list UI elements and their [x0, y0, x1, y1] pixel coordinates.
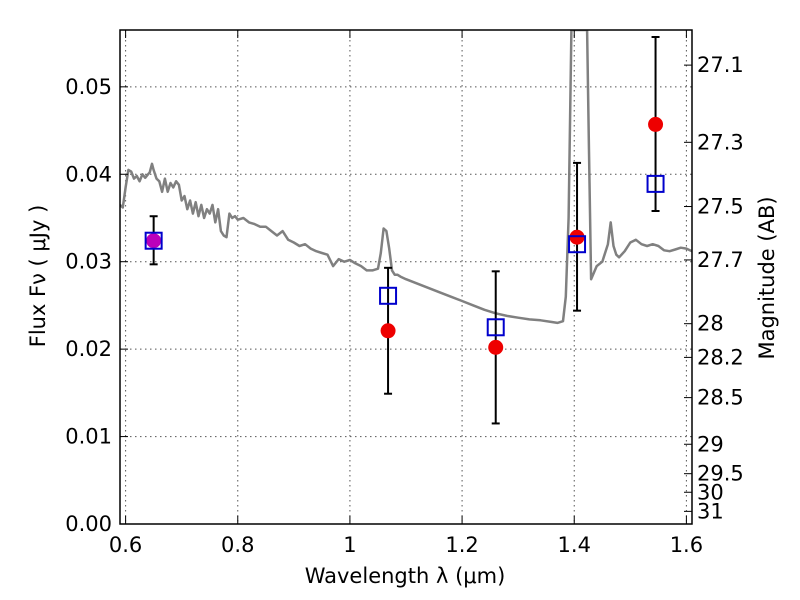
observed-point — [380, 323, 396, 339]
observed-point — [488, 339, 504, 355]
y-tick-label: 0.04 — [65, 162, 112, 186]
grid — [120, 30, 692, 525]
y-tick-label: 0.03 — [65, 250, 112, 274]
model-spectrum-line — [120, 30, 692, 325]
mag-tick-label: 28.2 — [697, 345, 744, 369]
mag-tick-label: 29.5 — [697, 462, 744, 486]
x-tick-label: 1.4 — [558, 533, 591, 557]
axis-ticks: 0.6 0.8 1 1.2 1.4 1.6 0.00 0.01 0.02 0.03 0.04 0.05… — [65, 30, 744, 557]
y-tick-label: 0.02 — [65, 337, 112, 361]
mag-tick-label: 27.1 — [697, 53, 744, 77]
mag-tick-label: 28.5 — [697, 386, 744, 410]
x-tick-label: 0.8 — [221, 533, 254, 557]
mag-tick-label: 27.5 — [697, 195, 744, 219]
x-tick-label: 1.2 — [445, 533, 478, 557]
model-band-point — [568, 235, 587, 254]
y-tick-label: 0.00 — [65, 512, 112, 536]
x-tick-label: 0.6 — [109, 533, 142, 557]
plot-frame — [119, 29, 693, 525]
mag-tick-label: 31 — [697, 499, 724, 523]
model-band-point — [144, 231, 163, 250]
model-band-point — [379, 286, 398, 305]
x-tick-label: 1 — [343, 533, 356, 557]
observed-point — [648, 116, 664, 132]
observed-points — [146, 116, 664, 355]
y-axis-label: Flux Fν ( μJy ) — [26, 205, 50, 348]
mag-tick-label: 30 — [697, 480, 724, 504]
x-axis-label: Wavelength λ (μm) — [305, 564, 506, 588]
model-spectrum — [120, 30, 692, 325]
observed-point — [146, 233, 162, 249]
y-tick-label: 0.01 — [65, 425, 112, 449]
mag-tick-label: 27.3 — [697, 130, 744, 154]
mag-tick-label: 28 — [697, 312, 724, 336]
magnitude-axis-label: Magnitude (AB) — [755, 196, 779, 359]
observed-point — [569, 229, 585, 245]
y-tick-label: 0.05 — [65, 75, 112, 99]
model-band-points — [144, 174, 665, 337]
model-band-point — [646, 174, 665, 193]
model-band-point — [486, 318, 505, 337]
x-tick-label: 1.6 — [670, 533, 703, 557]
mag-tick-label: 27.7 — [697, 248, 744, 272]
mag-tick-label: 29 — [697, 432, 724, 456]
